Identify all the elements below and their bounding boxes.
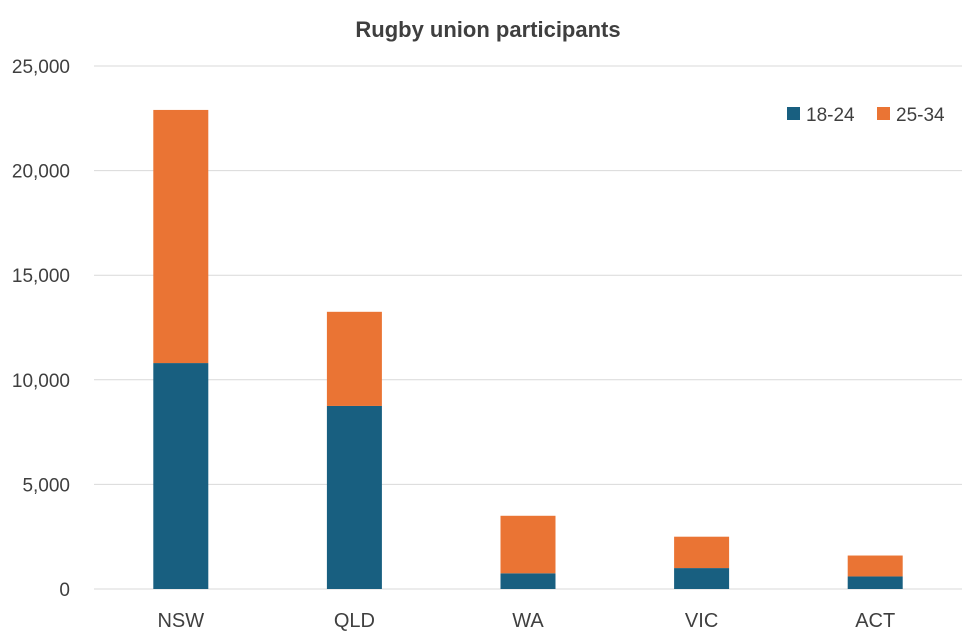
bar-nsw-25-34	[153, 109, 209, 364]
bar-nsw-18-24	[153, 363, 209, 589]
x-tick-label-qld: QLD	[334, 610, 375, 632]
bar-vic-25-34	[674, 536, 730, 569]
bar-wa-25-34	[500, 515, 556, 574]
y-axis-tick-labels: 0 5,000 10,000 15,000 20,000 25,000	[12, 57, 70, 601]
legend-swatch-25-34	[877, 107, 890, 120]
legend-label-18-24: 18-24	[806, 105, 855, 126]
x-tick-label-wa: WA	[512, 610, 544, 632]
bar-wa-18-24	[500, 573, 556, 589]
bar-act-18-24	[847, 576, 903, 589]
gridlines	[94, 65, 962, 590]
y-tick-label-10000: 10,000	[12, 371, 70, 392]
y-tick-label-20000: 20,000	[12, 162, 70, 183]
x-tick-label-act: ACT	[855, 610, 895, 632]
y-tick-label-15000: 15,000	[12, 266, 70, 287]
bar-vic-18-24	[674, 568, 730, 589]
legend-label-25-34: 25-34	[896, 105, 945, 126]
bar-qld-25-34	[326, 311, 382, 406]
bar-qld-18-24	[326, 405, 382, 589]
chart-title: Rugby union participants	[355, 17, 620, 42]
bars	[153, 109, 903, 589]
legend-swatch-18-24	[787, 107, 800, 120]
y-tick-label-25000: 25,000	[12, 57, 70, 78]
bar-act-25-34	[847, 555, 903, 577]
y-tick-label-0: 0	[59, 580, 70, 601]
x-axis-tick-labels: NSW QLD WA VIC ACT	[157, 610, 895, 632]
legend: 18-24 25-34	[787, 105, 945, 126]
y-tick-label-5000: 5,000	[22, 475, 70, 496]
x-tick-label-vic: VIC	[685, 610, 718, 632]
x-tick-label-nsw: NSW	[157, 610, 204, 632]
